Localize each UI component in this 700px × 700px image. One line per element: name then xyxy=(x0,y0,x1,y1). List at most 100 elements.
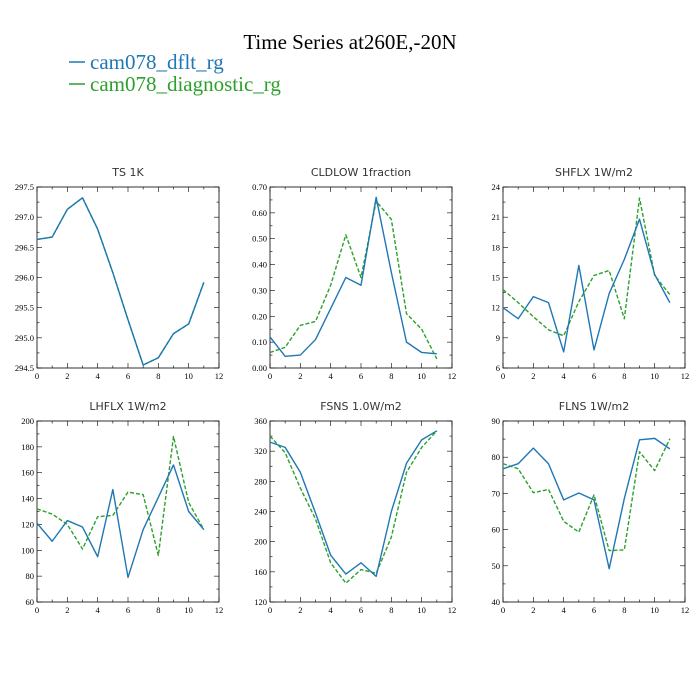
y-tick-label: 6 xyxy=(496,363,500,373)
y-tick-label: 180 xyxy=(21,442,34,452)
series-line-diagnostic xyxy=(36,435,205,557)
x-tick-label: 2 xyxy=(531,371,535,381)
y-tick-label: 70 xyxy=(492,488,501,498)
legend: cam078_dflt_rg cam078_diagnostic_rg xyxy=(69,50,281,96)
y-tick-label: 160 xyxy=(254,567,267,577)
series-line-dflt xyxy=(36,464,205,579)
y-tick-label: 296.5 xyxy=(15,242,34,252)
series-line-diagnostic xyxy=(269,430,438,584)
panel-title: FLNS 1W/m2 xyxy=(559,400,629,413)
x-tick-label: 6 xyxy=(592,371,596,381)
y-tick-label: 90 xyxy=(492,416,501,426)
y-tick-label: 294.5 xyxy=(15,363,34,373)
x-tick-label: 4 xyxy=(562,605,567,615)
y-tick-label: 360 xyxy=(254,416,267,426)
y-tick-label: 0.20 xyxy=(252,311,267,321)
y-tick-label: 60 xyxy=(492,525,501,535)
panel-2: CLDLOW 1fraction 0 2 4 6 8 10 12 0.00 0.10 0.20 0.3… xyxy=(252,166,456,381)
y-tick-label: 50 xyxy=(492,561,501,571)
x-tick-label: 2 xyxy=(298,371,302,381)
x-tick-label: 6 xyxy=(592,605,596,615)
panel-title: FSNS 1.0W/m2 xyxy=(320,400,402,413)
x-tick-label: 12 xyxy=(215,605,224,615)
x-tick-label: 12 xyxy=(448,605,457,615)
y-tick-label: 120 xyxy=(21,519,34,529)
y-tick-label: 200 xyxy=(21,416,34,426)
y-tick-label: 295.0 xyxy=(15,333,34,343)
y-tick-label: 9 xyxy=(496,333,500,343)
plot-frame xyxy=(502,420,686,603)
x-tick-label: 0 xyxy=(501,605,505,615)
y-tick-label: 0.50 xyxy=(252,234,267,244)
x-tick-label: 0 xyxy=(35,371,39,381)
x-tick-label: 8 xyxy=(389,371,393,381)
x-tick-label: 2 xyxy=(531,605,535,615)
y-tick-label: 0.30 xyxy=(252,285,267,295)
legend-label-diagnostic: cam078_diagnostic_rg xyxy=(90,72,281,96)
series-line-diagnostic xyxy=(269,200,438,360)
series-line-dflt xyxy=(269,196,437,358)
x-tick-label: 2 xyxy=(65,371,69,381)
series-line-diagnostic xyxy=(502,197,671,337)
series-line-dflt xyxy=(36,197,205,366)
panel-title: SHFLX 1W/m2 xyxy=(555,166,633,179)
figure-title: Time Series at260E,-20N xyxy=(243,30,456,54)
x-tick-label: 10 xyxy=(417,371,426,381)
x-tick-label: 6 xyxy=(126,605,130,615)
x-tick-label: 0 xyxy=(501,371,505,381)
y-tick-label: 18 xyxy=(492,242,501,252)
y-tick-label: 320 xyxy=(254,446,267,456)
y-tick-label: 280 xyxy=(254,476,267,486)
y-tick-label: 160 xyxy=(21,468,34,478)
y-tick-label: 0.10 xyxy=(252,337,267,347)
x-tick-label: 0 xyxy=(268,605,272,615)
series-line-diagnostic xyxy=(502,438,671,552)
panel-6: FLNS 1W/m2 0 2 4 6 8 10 12 40 50 60 70 80 90 xyxy=(492,400,690,615)
x-tick-label: 2 xyxy=(298,605,302,615)
y-tick-label: 140 xyxy=(21,494,34,504)
y-tick-label: 200 xyxy=(254,537,267,547)
x-tick-label: 12 xyxy=(448,371,457,381)
panel-5: FSNS 1.0W/m2 0 2 4 6 8 10 12 120 160 200 240 280 320 3… xyxy=(254,400,456,615)
x-tick-label: 10 xyxy=(650,371,659,381)
x-tick-label: 12 xyxy=(215,371,224,381)
series-line-dflt xyxy=(269,430,438,578)
x-tick-label: 8 xyxy=(622,371,626,381)
x-tick-label: 6 xyxy=(126,371,130,381)
x-tick-label: 10 xyxy=(417,605,426,615)
y-tick-label: 0.70 xyxy=(252,182,267,192)
y-tick-label: 0.00 xyxy=(252,363,267,373)
x-tick-label: 4 xyxy=(562,371,567,381)
y-tick-label: 21 xyxy=(492,212,501,222)
x-tick-label: 8 xyxy=(389,605,393,615)
y-tick-label: 297.5 xyxy=(15,182,34,192)
x-tick-label: 10 xyxy=(184,605,193,615)
panel-title: LHFLX 1W/m2 xyxy=(89,400,166,413)
panel-4: LHFLX 1W/m2 0 2 4 6 8 10 12 60 80 100 120 140 160 180 2… xyxy=(21,400,223,615)
y-tick-label: 0.60 xyxy=(252,208,267,218)
x-tick-label: 8 xyxy=(156,605,160,615)
y-tick-label: 120 xyxy=(254,597,267,607)
x-tick-label: 6 xyxy=(359,605,363,615)
x-tick-label: 8 xyxy=(622,605,626,615)
x-tick-label: 0 xyxy=(268,371,272,381)
series-line-diagnostic xyxy=(36,197,205,366)
y-tick-label: 40 xyxy=(492,597,501,607)
plot-frame xyxy=(269,420,453,603)
y-tick-label: 80 xyxy=(492,452,501,462)
x-tick-label: 12 xyxy=(681,371,690,381)
panel-title: TS 1K xyxy=(111,166,144,179)
x-tick-label: 6 xyxy=(359,371,363,381)
x-tick-label: 0 xyxy=(35,605,39,615)
y-tick-label: 297.0 xyxy=(15,212,34,222)
panel-title: CLDLOW 1fraction xyxy=(311,166,411,179)
y-tick-label: 0.40 xyxy=(252,260,267,270)
y-tick-label: 24 xyxy=(492,182,501,192)
x-tick-label: 10 xyxy=(650,605,659,615)
x-tick-label: 8 xyxy=(156,371,160,381)
y-tick-label: 80 xyxy=(26,571,35,581)
y-tick-label: 295.5 xyxy=(15,303,34,313)
x-tick-label: 4 xyxy=(96,605,101,615)
